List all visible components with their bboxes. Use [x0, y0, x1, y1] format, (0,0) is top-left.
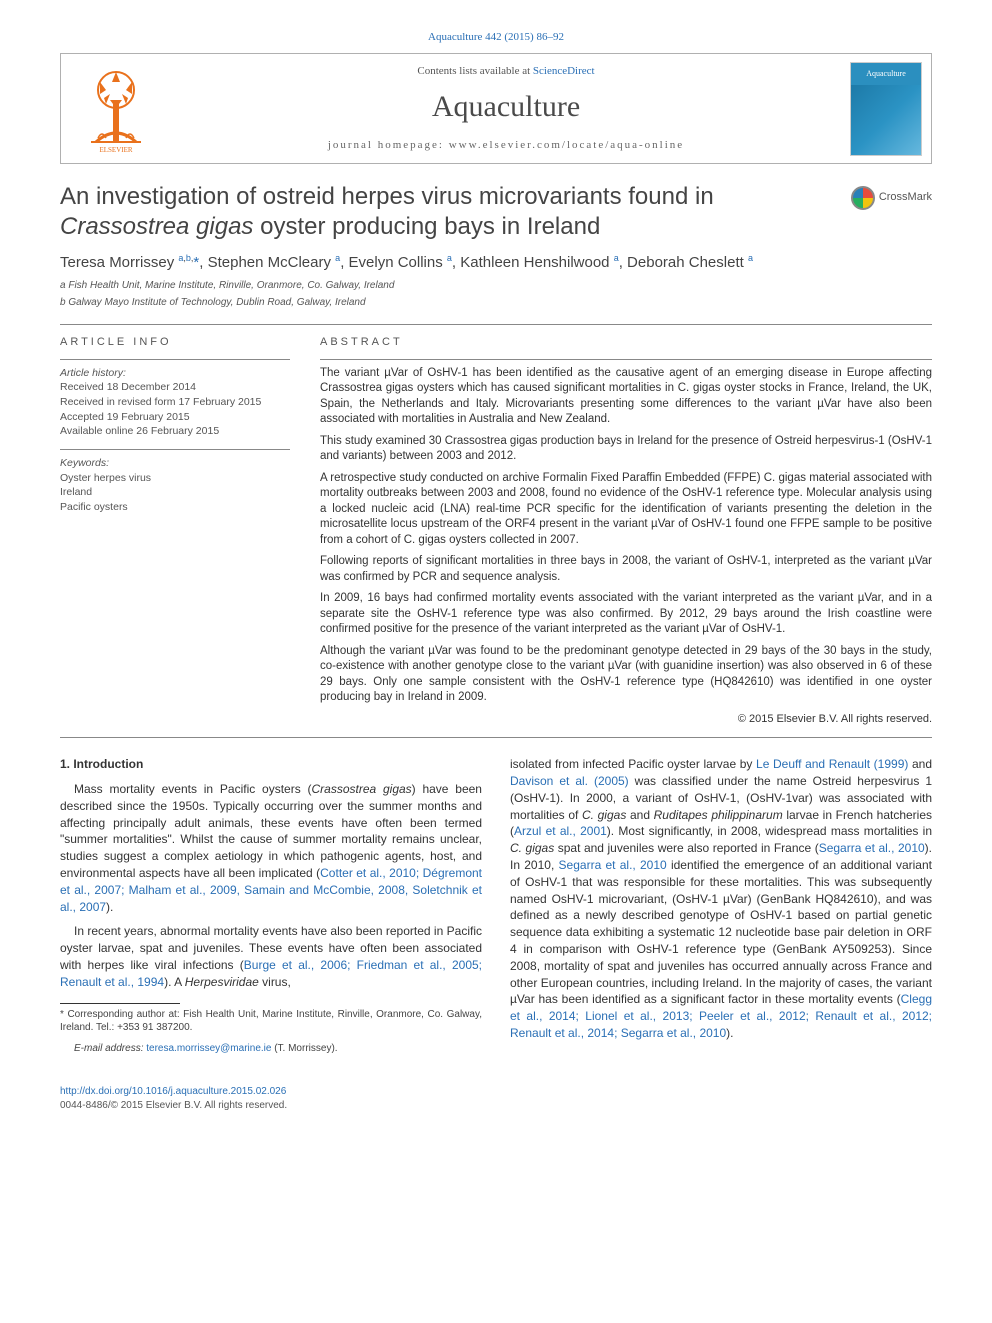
left-column: 1. Introduction Mass mortality events in… [60, 756, 482, 1062]
body-paragraph: Mass mortality events in Pacific oysters… [60, 781, 482, 915]
cover-art [851, 85, 921, 155]
article-info-col: ARTICLE INFO Article history: Received 1… [60, 335, 290, 727]
crossmark-text: CrossMark [879, 190, 932, 205]
abstract-col: ABSTRACT The variant µVar of OsHV-1 has … [320, 335, 932, 727]
keyword: Ireland [60, 485, 290, 500]
contents-line: Contents lists available at ScienceDirec… [176, 64, 836, 79]
email-suffix: (T. Morrissey). [271, 1043, 337, 1054]
abstract-paragraph: A retrospective study conducted on archi… [320, 471, 932, 549]
journal-header: ELSEVIER Contents lists available at Sci… [60, 53, 932, 164]
corresponding-footnote: * Corresponding author at: Fish Health U… [60, 1008, 482, 1034]
affiliation-a: a Fish Health Unit, Marine Institute, Ri… [60, 279, 932, 293]
abstract-copyright: © 2015 Elsevier B.V. All rights reserved… [320, 712, 932, 727]
footnote-separator [60, 1003, 180, 1004]
publisher-logo-box: ELSEVIER [61, 54, 171, 163]
history-line: Received 18 December 2014 [60, 380, 290, 395]
divider [60, 324, 932, 325]
article-title: An investigation of ostreid herpes virus… [60, 182, 841, 242]
crossmark-badge-icon [851, 186, 875, 210]
issn-line: 0044-8486/© 2015 Elsevier B.V. All right… [60, 1100, 287, 1111]
keyword: Pacific oysters [60, 500, 290, 515]
affiliations-block: a Fish Health Unit, Marine Institute, Ri… [60, 279, 932, 310]
keywords-block: Keywords: Oyster herpes virus Ireland Pa… [60, 456, 290, 515]
authors-line: Teresa Morrissey a,b,*, Stephen McCleary… [60, 252, 932, 273]
abstract-paragraph: The variant µVar of OsHV-1 has been iden… [320, 366, 932, 428]
divider [60, 737, 932, 738]
meta-abstract-row: ARTICLE INFO Article history: Received 1… [60, 335, 932, 727]
section-head-intro: 1. Introduction [60, 756, 482, 773]
divider [60, 449, 290, 450]
divider [320, 359, 932, 360]
header-center: Contents lists available at ScienceDirec… [171, 54, 841, 163]
email-link[interactable]: teresa.morrissey@marine.ie [146, 1043, 271, 1054]
crossmark[interactable]: CrossMark [851, 186, 932, 210]
sciencedirect-link[interactable]: ScienceDirect [533, 65, 595, 77]
abstract-head: ABSTRACT [320, 335, 932, 350]
history-label: Article history: [60, 366, 290, 381]
article-history: Article history: Received 18 December 20… [60, 366, 290, 439]
top-citation: Aquaculture 442 (2015) 86–92 [60, 30, 932, 45]
history-line: Received in revised form 17 February 201… [60, 395, 290, 410]
affiliation-b: b Galway Mayo Institute of Technology, D… [60, 296, 932, 310]
history-line: Accepted 19 February 2015 [60, 410, 290, 425]
abstract-paragraph: In 2009, 16 bays had confirmed mortality… [320, 591, 932, 638]
elsevier-logo-icon: ELSEVIER [76, 64, 156, 154]
journal-cover-icon: Aquaculture [850, 62, 922, 156]
email-footnote: E-mail address: teresa.morrissey@marine.… [60, 1042, 482, 1055]
article-title-row: An investigation of ostreid herpes virus… [60, 182, 932, 242]
keyword: Oyster herpes virus [60, 471, 290, 486]
homepage-label: journal homepage: [328, 139, 449, 151]
cover-label: Aquaculture [851, 63, 921, 85]
doi-link[interactable]: http://dx.doi.org/10.1016/j.aquaculture.… [60, 1086, 286, 1097]
abstract-paragraph: Although the variant µVar was found to b… [320, 644, 932, 706]
email-label: E-mail address: [74, 1043, 146, 1054]
abstract-paragraph: Following reports of significant mortali… [320, 554, 932, 585]
body-paragraph: In recent years, abnormal mortality even… [60, 923, 482, 990]
abstract-paragraph: This study examined 30 Crassostrea gigas… [320, 434, 932, 465]
homepage-url[interactable]: www.elsevier.com/locate/aqua-online [449, 139, 684, 151]
keywords-label: Keywords: [60, 456, 290, 471]
cover-thumb-box: Aquaculture [841, 54, 931, 163]
journal-homepage: journal homepage: www.elsevier.com/locat… [176, 138, 836, 153]
svg-text:ELSEVIER: ELSEVIER [99, 146, 132, 154]
body-paragraph: isolated from infected Pacific oyster la… [510, 756, 932, 1042]
right-column: isolated from infected Pacific oyster la… [510, 756, 932, 1062]
history-line: Available online 26 February 2015 [60, 424, 290, 439]
body-columns: 1. Introduction Mass mortality events in… [60, 756, 932, 1062]
divider [60, 359, 290, 360]
article-info-head: ARTICLE INFO [60, 335, 290, 350]
page-footer: http://dx.doi.org/10.1016/j.aquaculture.… [60, 1085, 932, 1113]
top-citation-link[interactable]: Aquaculture 442 (2015) 86–92 [428, 31, 564, 43]
contents-line-text: Contents lists available at [417, 65, 532, 77]
journal-name: Aquaculture [176, 86, 836, 128]
